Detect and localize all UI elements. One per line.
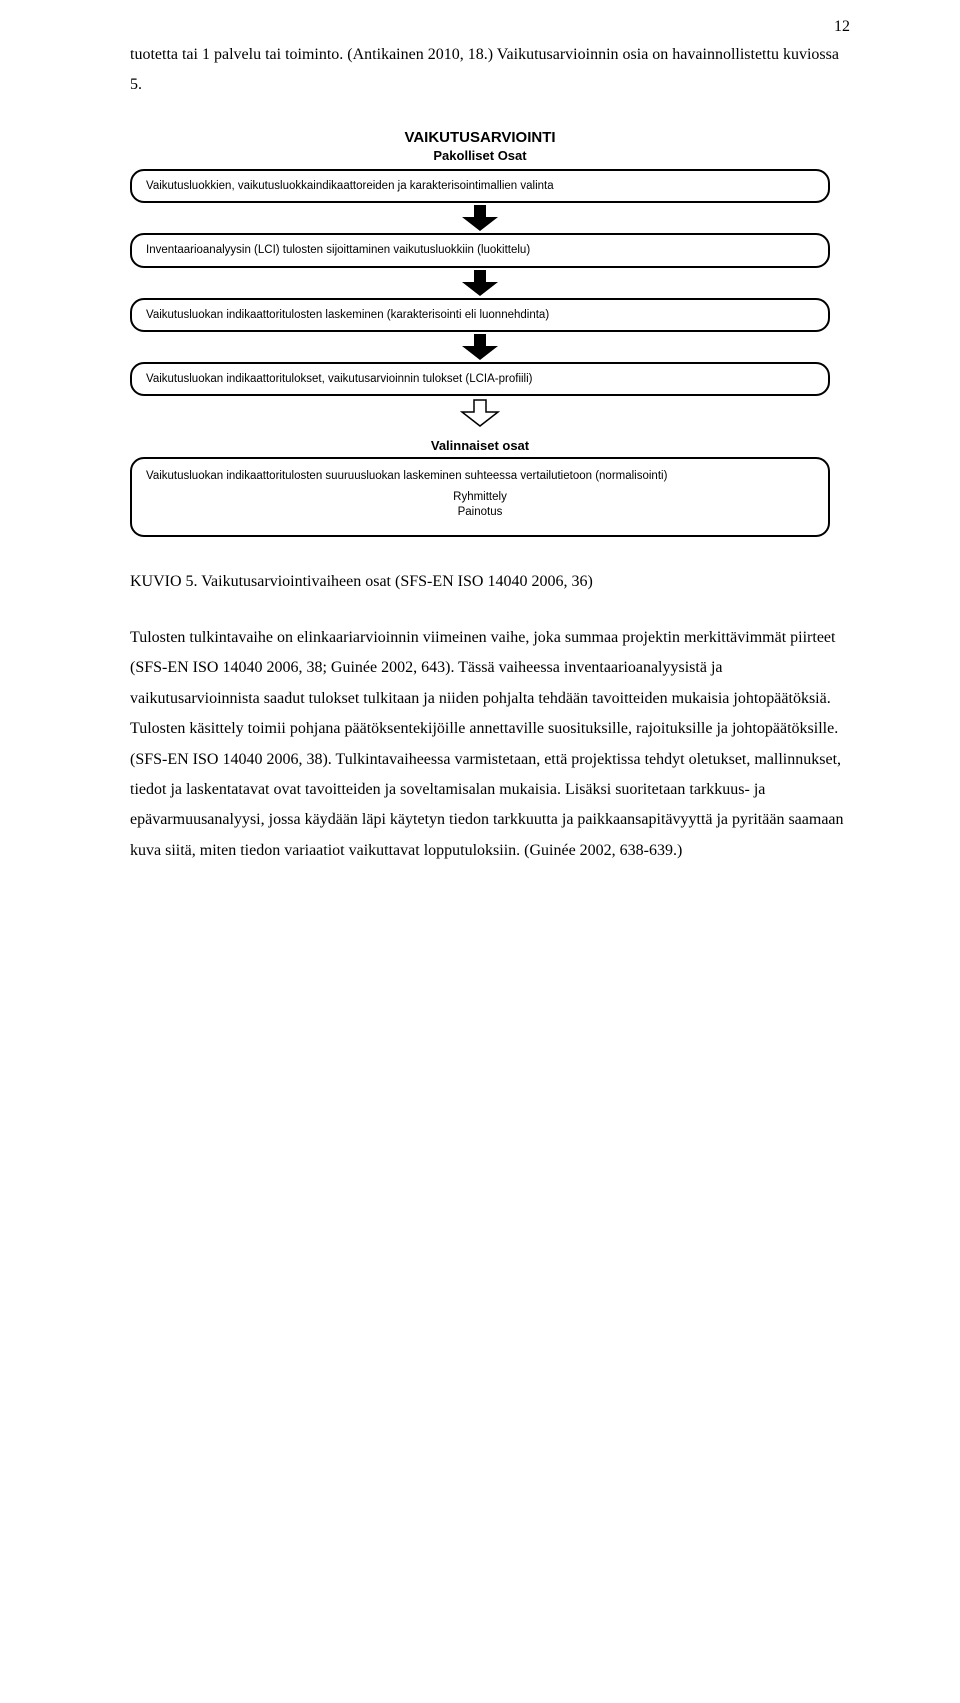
diagram-title: VAIKUTUSARVIOINTI <box>130 129 830 146</box>
intro-paragraph: tuotetta tai 1 palvelu tai toiminto. (An… <box>130 40 850 101</box>
diagram-box-2: Inventaarioanalyysin (LCI) tulosten sijo… <box>130 233 830 267</box>
diagram-box-5-line2: Ryhmittely <box>146 490 814 506</box>
document-page: 12 tuotetta tai 1 palvelu tai toiminto. … <box>0 0 960 926</box>
diagram-mandatory-header: Pakolliset Osat <box>130 148 830 163</box>
diagram-box-5-line1: Vaikutusluokan indikaattoritulosten suur… <box>146 469 814 483</box>
figure-caption: KUVIO 5. Vaikutusarviointivaiheen osat (… <box>130 567 850 597</box>
arrow-down-solid-icon <box>130 334 830 360</box>
page-number: 12 <box>834 18 850 36</box>
body-paragraph: Tulosten tulkintavaihe on elinkaariarvio… <box>130 623 850 866</box>
arrow-down-solid-icon <box>130 270 830 296</box>
diagram-box-1: Vaikutusluokkien, vaikutusluokkaindikaat… <box>130 169 830 203</box>
diagram-box-5-line3: Painotus <box>146 505 814 521</box>
diagram-optional-header: Valinnaiset osat <box>130 438 830 453</box>
arrow-down-solid-icon <box>130 205 830 231</box>
flow-diagram: VAIKUTUSARVIOINTI Pakolliset Osat Vaikut… <box>130 129 830 537</box>
diagram-box-5: Vaikutusluokan indikaattoritulosten suur… <box>130 457 830 536</box>
diagram-box-4: Vaikutusluokan indikaattoritulokset, vai… <box>130 362 830 396</box>
arrow-down-hollow-icon <box>130 398 830 428</box>
diagram-box-3: Vaikutusluokan indikaattoritulosten lask… <box>130 298 830 332</box>
